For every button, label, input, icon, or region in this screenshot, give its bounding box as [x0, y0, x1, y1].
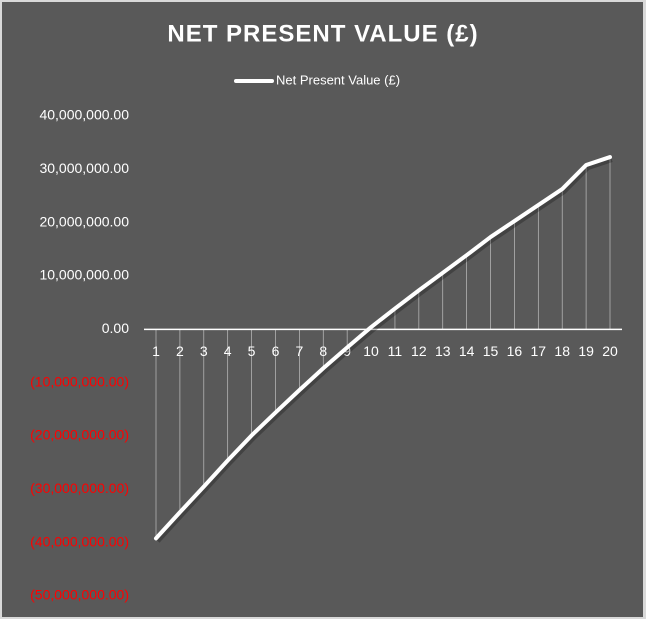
x-tick-label: 12 [411, 343, 427, 359]
x-tick-label: 8 [319, 343, 327, 359]
line-shadow [156, 158, 613, 543]
x-tick-label: 14 [459, 343, 475, 359]
chart-title: NET PRESENT VALUE (£) [167, 20, 478, 47]
x-tick-label: 5 [248, 343, 256, 359]
y-tick-label: 40,000,000.00 [39, 107, 129, 123]
y-tick-label: (10,000,000.00) [30, 373, 129, 389]
x-tick-label: 18 [554, 343, 570, 359]
x-tick-label: 3 [200, 343, 208, 359]
x-tick-label: 4 [224, 343, 232, 359]
x-tick-label: 1 [152, 343, 160, 359]
x-tick-label: 13 [435, 343, 451, 359]
x-tick-label: 7 [295, 343, 303, 359]
y-tick-label: 20,000,000.00 [39, 213, 129, 229]
y-tick-label: (20,000,000.00) [30, 427, 129, 443]
x-tick-label: 20 [602, 343, 618, 359]
y-tick-label: 0.00 [102, 320, 129, 336]
y-tick-label: (40,000,000.00) [30, 533, 129, 549]
x-tick-label: 2 [176, 343, 184, 359]
x-tick-label: 17 [531, 343, 547, 359]
y-tick-label: (30,000,000.00) [30, 480, 129, 496]
legend-label: Net Present Value (£) [276, 72, 400, 87]
x-tick-label: 15 [483, 343, 499, 359]
y-tick-label: 10,000,000.00 [39, 267, 129, 283]
x-tick-label: 9 [343, 343, 351, 359]
y-tick-label: (50,000,000.00) [30, 587, 129, 603]
series-line [154, 155, 612, 541]
x-tick-label: 19 [578, 343, 594, 359]
x-tick-label: 11 [388, 343, 403, 359]
x-tick-label: 16 [507, 343, 523, 359]
x-tick-label: 6 [272, 343, 280, 359]
y-tick-label: 30,000,000.00 [39, 160, 129, 176]
x-tick-label: 10 [363, 343, 379, 359]
